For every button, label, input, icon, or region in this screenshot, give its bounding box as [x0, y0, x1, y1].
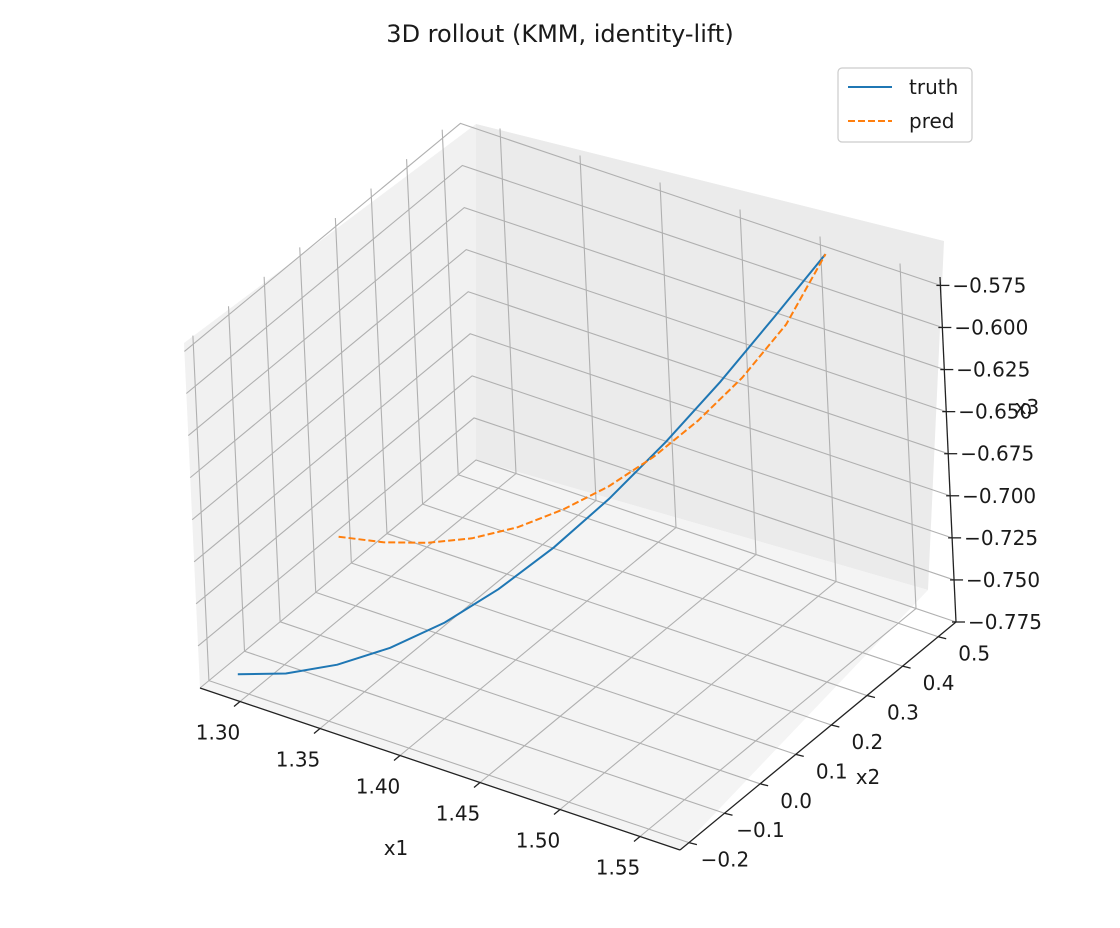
- z-tick-label: −0.700: [962, 484, 1036, 508]
- x-tick: [233, 701, 241, 707]
- x-tick: [553, 809, 561, 815]
- y-tick-label: 0.4: [923, 671, 955, 695]
- x-tick-label: 1.55: [596, 856, 641, 880]
- z-tick-label: −0.725: [964, 526, 1038, 550]
- y-tick: [902, 665, 911, 669]
- x-tick: [393, 755, 401, 761]
- z-gridline: [191, 291, 949, 521]
- z-gridline: [195, 375, 953, 605]
- z-gridline: [197, 417, 955, 647]
- x-axis-label: x1: [384, 836, 409, 860]
- z-tick-label: −0.750: [966, 568, 1040, 592]
- x-tick: [313, 728, 321, 734]
- z-tick-label: −0.675: [960, 442, 1034, 466]
- y-tick-label: 0.0: [780, 789, 812, 813]
- y-tick-label: −0.1: [736, 818, 785, 842]
- x-tick-label: 1.45: [436, 802, 481, 826]
- y-tick: [724, 812, 733, 816]
- y-tick: [688, 842, 698, 846]
- back-pane: [476, 124, 944, 590]
- z-gridline: [199, 459, 957, 689]
- x-tick: [473, 782, 481, 788]
- series-line-pred: [338, 253, 827, 544]
- z-tick-label: −0.650: [958, 400, 1032, 424]
- y-tick-label: 0.3: [887, 701, 919, 725]
- z-tick-label: −0.600: [954, 315, 1028, 339]
- y-tick-label: 0.1: [816, 759, 848, 783]
- series-lines: [237, 253, 827, 676]
- y-tick: [938, 636, 947, 640]
- z-tick-label: −0.625: [956, 358, 1030, 382]
- x-tick-label: 1.40: [356, 775, 401, 799]
- z-gridline: [184, 122, 941, 352]
- x-tick-label: 1.35: [276, 748, 321, 772]
- z-axis-label: x3: [1015, 395, 1040, 419]
- y-tick-label: 0.5: [958, 642, 990, 666]
- z-gridline: [193, 333, 951, 563]
- legend-label-pred: pred: [909, 109, 954, 133]
- z-tick-label: −0.775: [968, 610, 1042, 634]
- series-line-truth: [237, 253, 827, 676]
- y-tick: [759, 783, 769, 787]
- y-tick: [831, 724, 840, 728]
- y-tick-label: 0.2: [851, 730, 883, 754]
- x-tick-label: 1.50: [516, 829, 561, 853]
- axes: [199, 276, 965, 851]
- x-axis-line: [199, 687, 681, 851]
- y-axis-label: x2: [856, 765, 881, 789]
- z-axis-line: [939, 276, 957, 623]
- z-gridline: [189, 249, 947, 479]
- legend: truth pred: [837, 67, 973, 143]
- y-axis-line: [679, 621, 957, 851]
- legend-label-truth: truth: [909, 75, 958, 99]
- z-gridline: [185, 164, 943, 394]
- chart-title: 3D rollout (KMM, identity-lift): [386, 20, 733, 48]
- z-tick-label: −0.575: [952, 273, 1026, 297]
- x-tick-label: 1.30: [196, 721, 241, 745]
- x-tick: [633, 836, 641, 842]
- grid-lines: [184, 122, 957, 844]
- z-gridline: [187, 206, 945, 436]
- y-tick-label: −0.2: [701, 848, 750, 872]
- y-tick: [866, 694, 876, 699]
- y-tick: [795, 753, 804, 758]
- floor-pane: [200, 460, 928, 850]
- tick-labels: 1.301.351.401.451.501.55 −0.2−0.10.00.10.…: [196, 273, 1042, 879]
